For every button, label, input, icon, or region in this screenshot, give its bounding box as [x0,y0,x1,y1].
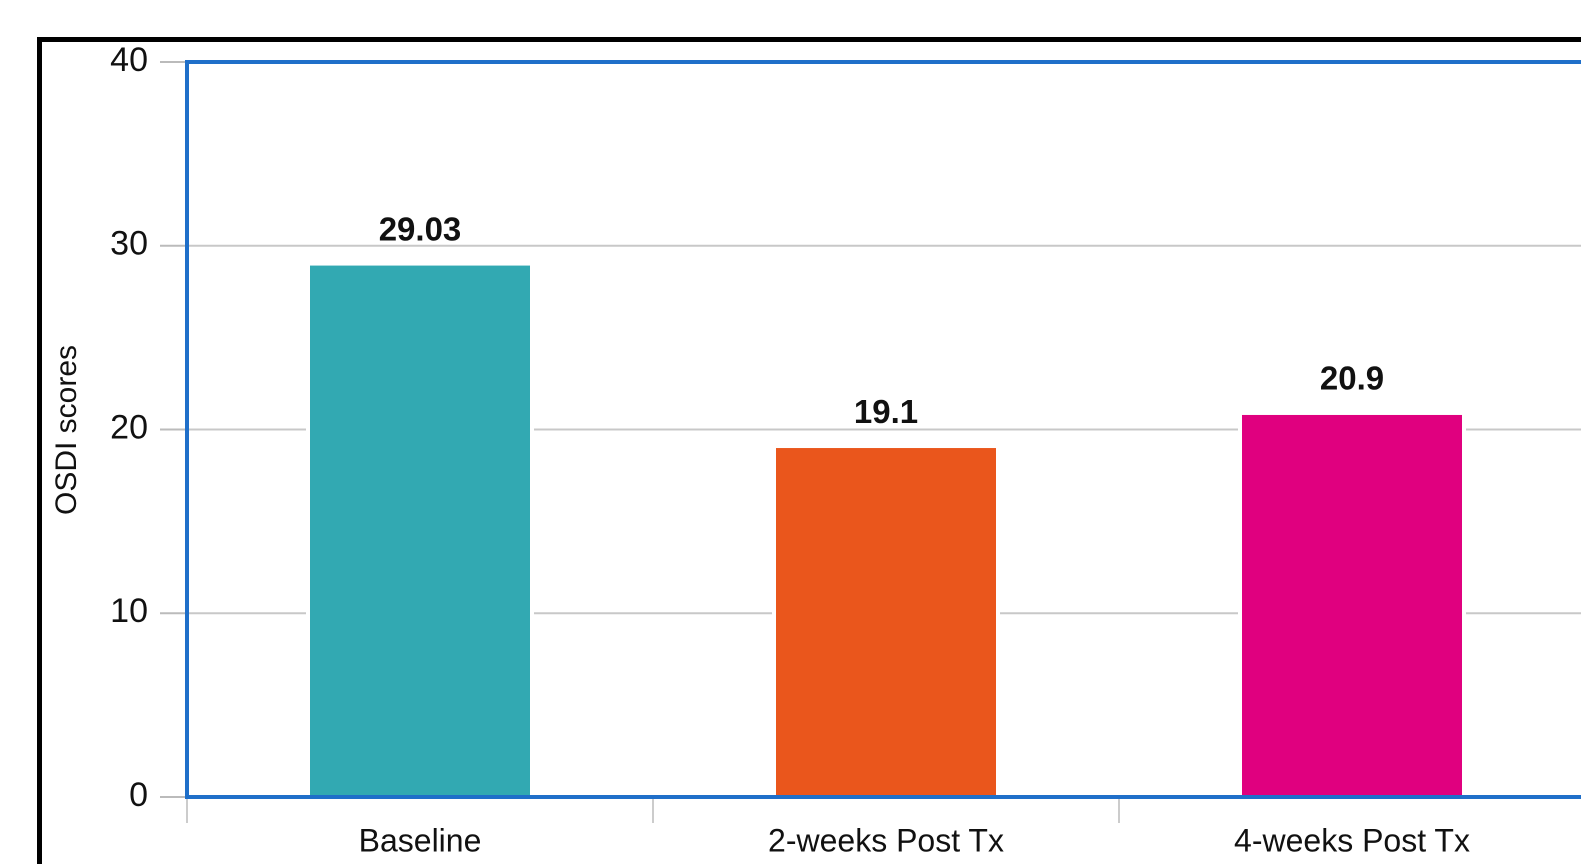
y-tick-label: 20 [110,408,148,446]
x-tick-label: Baseline [359,822,482,858]
plot-frame [185,60,1581,799]
bar [772,444,1000,799]
outer-frame [37,37,1581,864]
y-tick-label: 0 [129,776,148,814]
y-tick-label: 10 [110,592,148,630]
bar [306,261,534,800]
data-label: 19.1 [854,393,918,430]
x-tick-label: 4-weeks Post Tx [1234,822,1470,858]
y-axis-label: OSDI scores [50,345,83,515]
y-tick-label: 30 [110,225,148,263]
bar [1238,410,1466,799]
x-tick-label: 2-weeks Post Tx [768,822,1004,858]
data-label: 20.9 [1320,360,1384,397]
data-label: 29.03 [379,210,462,247]
y-tick-label: 40 [110,41,148,79]
